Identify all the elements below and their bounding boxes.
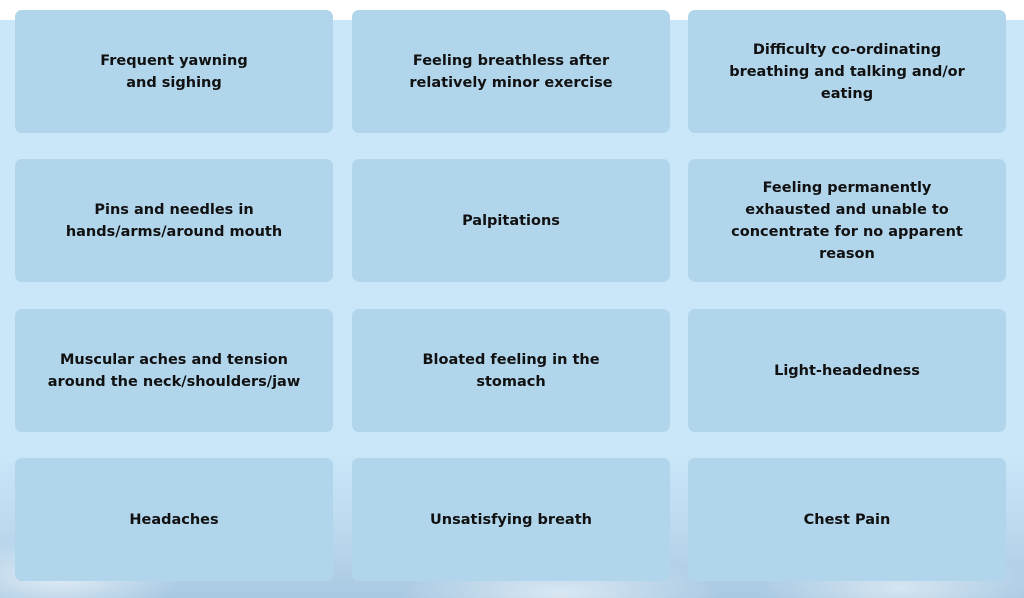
- symptom-text: Unsatisfying breath: [430, 511, 592, 528]
- symptom-text: Chest Pain: [803, 511, 891, 528]
- symptom-card: Muscular aches and tension around the ne…: [15, 309, 333, 432]
- symptom-text: Difficulty co-ordinating breathing and t…: [729, 41, 965, 102]
- symptom-text: Feeling permanently exhausted and unable…: [731, 179, 963, 262]
- symptom-text: Headaches: [129, 511, 219, 528]
- symptom-text: Palpitations: [462, 212, 560, 229]
- symptom-text: Muscular aches and tension around the ne…: [47, 351, 301, 390]
- symptom-text: Frequent yawning and sighing: [100, 52, 248, 91]
- symptom-card: Bloated feeling in the stomach: [352, 309, 670, 432]
- symptom-card: Unsatisfying breath: [352, 458, 670, 581]
- symptom-card: Pins and needles in hands/arms/around mo…: [15, 159, 333, 282]
- symptom-card: Difficulty co-ordinating breathing and t…: [688, 10, 1006, 133]
- symptom-text: Bloated feeling in the stomach: [422, 351, 600, 390]
- symptom-card: Palpitations: [352, 159, 670, 282]
- symptom-text: Pins and needles in hands/arms/around mo…: [65, 201, 283, 240]
- symptom-card: Headaches: [15, 458, 333, 581]
- symptom-card: Frequent yawning and sighing: [15, 10, 333, 133]
- symptom-text: Feeling breathless after relatively mino…: [409, 52, 613, 91]
- symptom-card: Chest Pain: [688, 458, 1006, 581]
- symptom-card: Light-headedness: [688, 309, 1006, 432]
- symptom-card: Feeling breathless after relatively mino…: [352, 10, 670, 133]
- symptom-card: Feeling permanently exhausted and unable…: [688, 159, 1006, 282]
- symptom-text: Light-headedness: [774, 362, 920, 379]
